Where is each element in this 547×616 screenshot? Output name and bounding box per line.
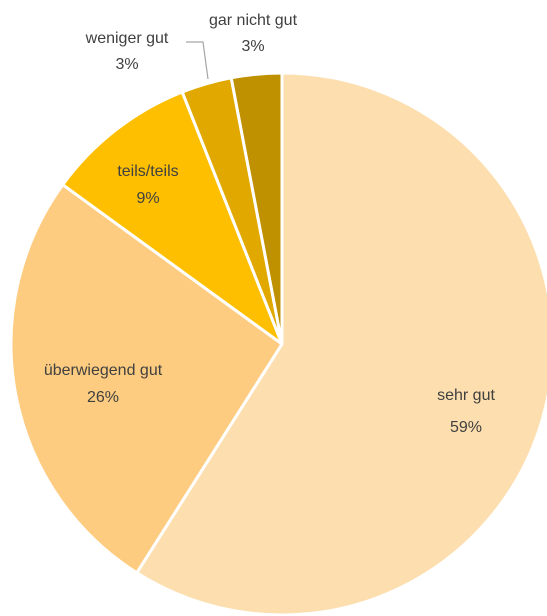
slice-label: überwiegend gut (44, 362, 163, 379)
pie-slice (9, 183, 284, 575)
slice-label: gar nicht gut (209, 12, 298, 29)
slice-label: sehr gut (437, 387, 495, 404)
slice-value: 26% (87, 389, 119, 406)
leader-line (236, 42, 238, 72)
slice-value: 3% (115, 56, 138, 73)
slice-label: weniger gut (85, 30, 169, 47)
pie-slice (61, 90, 284, 346)
pie-slice (135, 71, 547, 616)
slice-value: 3% (241, 38, 264, 55)
leader-line (186, 41, 209, 80)
slice-value: 59% (450, 419, 482, 436)
slice-value: 9% (136, 190, 159, 207)
pie-slice (229, 71, 284, 346)
slice-label: teils/teils (117, 163, 178, 180)
